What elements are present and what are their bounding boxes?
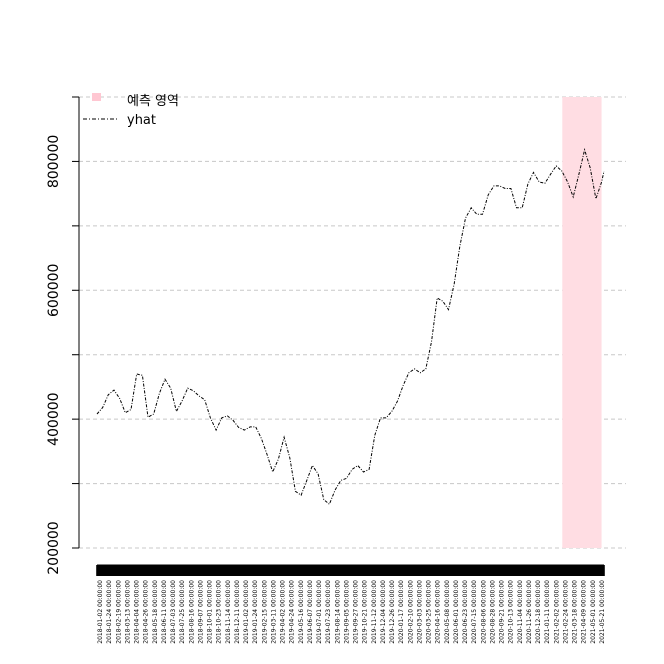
- x-tick-label: 2019-10-21 00:00:00: [362, 580, 369, 644]
- x-tick-label: 2019-03-11 00:00:00: [270, 580, 277, 644]
- x-tick-label: 2020-05-08 00:00:00: [444, 580, 451, 644]
- legend-region-swatch: [92, 93, 101, 101]
- legend: 예측 영역 yhat: [83, 93, 179, 128]
- forecast-region: [562, 97, 602, 548]
- x-tick-label: 2018-01-24 00:00:00: [106, 580, 113, 644]
- x-tick-label: 2018-07-03 00:00:00: [170, 580, 177, 644]
- series-line-yhat: [96, 147, 605, 506]
- x-tick-label: 2021-05-01 00:00:00: [590, 580, 597, 644]
- x-tick-label: 2019-04-02 00:00:00: [280, 580, 287, 644]
- x-tick-label: 2018-05-18 00:00:00: [152, 580, 159, 644]
- x-tick-label: 2021-02-24 00:00:00: [562, 580, 569, 644]
- x-tick-label: 2020-02-10 00:00:00: [407, 580, 414, 644]
- x-tick-label: 2018-04-04 00:00:00: [134, 580, 141, 644]
- x-tick-label: 2020-06-01 00:00:00: [453, 580, 460, 644]
- x-tick-label: 2021-05-21 00:00:00: [599, 580, 606, 644]
- x-tick-label: 2019-02-15 00:00:00: [261, 580, 268, 644]
- x-tick-label: 2021-03-18 00:00:00: [572, 580, 579, 644]
- x-tick-label: 2018-01-02 00:00:00: [97, 580, 104, 644]
- x-tick-label: 2020-11-26 00:00:00: [526, 580, 533, 644]
- forecast-region-layer: [562, 97, 602, 548]
- x-tick-label: 2019-12-04 00:00:00: [380, 580, 387, 644]
- x-tick-label: 2021-01-11 00:00:00: [544, 580, 551, 644]
- x-tick-label: 2018-04-26 00:00:00: [143, 580, 150, 644]
- x-tick-label: 2019-08-14 00:00:00: [334, 580, 341, 644]
- x-tick-label: 2018-09-07 00:00:00: [197, 580, 204, 644]
- x-tick-label: 2019-04-24 00:00:00: [289, 580, 296, 644]
- x-tick-label: 2020-03-25 00:00:00: [426, 580, 433, 644]
- y-axis: 200000 400000 600000 800000: [46, 96, 80, 575]
- y-tick-label: 600000: [46, 264, 62, 317]
- x-tick-label: 2018-12-11 00:00:00: [234, 580, 241, 644]
- x-tick-label: 2021-02-02 00:00:00: [553, 580, 560, 644]
- x-tick-label: 2018-08-16 00:00:00: [188, 580, 195, 644]
- x-tick-label: 2020-08-28 00:00:00: [489, 580, 496, 644]
- x-tick-label: 2020-03-03 00:00:00: [416, 580, 423, 644]
- gridlines: [72, 96, 626, 549]
- legend-region-label: 예측 영역: [127, 94, 179, 109]
- x-tick-label: 2019-05-16 00:00:00: [298, 580, 305, 644]
- x-tick-label: 2020-07-15 00:00:00: [471, 580, 478, 644]
- y-tick-label: 400000: [46, 392, 62, 445]
- x-tick-label: 2019-12-26 00:00:00: [389, 580, 396, 644]
- x-tick-label: 2019-01-24 00:00:00: [252, 580, 259, 644]
- x-tick-label: 2021-04-09 00:00:00: [581, 580, 588, 644]
- y-tick-label: 200000: [46, 521, 62, 574]
- x-tick-label: 2018-07-25 00:00:00: [179, 580, 186, 644]
- series-layer: [96, 147, 605, 506]
- x-tick-label: 2019-09-27 00:00:00: [353, 580, 360, 644]
- x-tick-label: 2018-02-19 00:00:00: [115, 580, 122, 644]
- x-tick-label: 2018-10-01 00:00:00: [207, 580, 214, 644]
- x-tick-label: 2019-06-07 00:00:00: [307, 580, 314, 644]
- x-tick-label: 2020-04-16 00:00:00: [435, 580, 442, 644]
- x-tick-label: 2018-10-23 00:00:00: [216, 580, 223, 644]
- y-tick-label: 800000: [46, 135, 62, 188]
- x-axis: 2018-01-02 00:00:00 2018-01-24 00:00:00 20…: [96, 564, 606, 644]
- x-tick-label: 2020-08-06 00:00:00: [480, 580, 487, 644]
- x-tick-label: 2019-11-12 00:00:00: [371, 580, 378, 644]
- x-tick-label: 2018-06-11 00:00:00: [161, 580, 168, 644]
- x-tick-label: 2019-07-23 00:00:00: [325, 580, 332, 644]
- x-tick-label: 2020-06-23 00:00:00: [462, 580, 469, 644]
- legend-line-label: yhat: [127, 113, 156, 128]
- x-tick-label: 2020-10-13 00:00:00: [508, 580, 515, 644]
- x-tick-label: 2019-01-02 00:00:00: [243, 580, 250, 644]
- x-tick-label: 2019-07-01 00:00:00: [316, 580, 323, 644]
- x-tick-label: 2018-03-13 00:00:00: [124, 580, 131, 644]
- x-tick-label: 2020-11-04 00:00:00: [517, 580, 524, 644]
- x-tick-label: 2018-11-14 00:00:00: [225, 580, 232, 644]
- x-tick-label: 2020-09-21 00:00:00: [499, 580, 506, 644]
- x-tick-label: 2020-01-17 00:00:00: [398, 580, 405, 644]
- x-tick-label: 2020-12-18 00:00:00: [535, 580, 542, 644]
- x-tick-label: 2019-09-05 00:00:00: [343, 580, 350, 644]
